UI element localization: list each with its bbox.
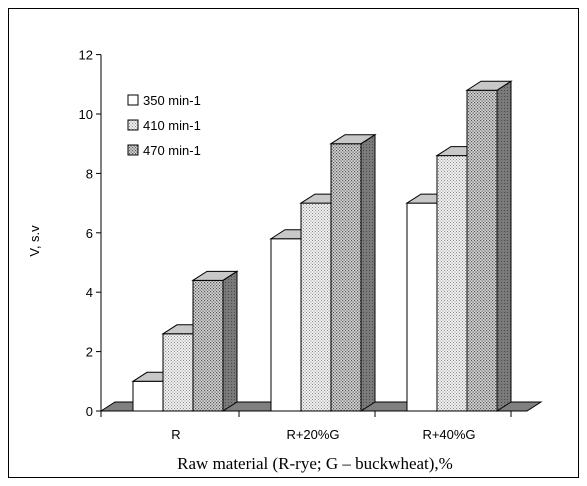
x-tick-label: R+20%G bbox=[286, 427, 339, 442]
legend-item: 470 min-1 bbox=[127, 143, 201, 158]
bar-top bbox=[465, 80, 513, 91]
x-axis-title: Raw material (R-rye; G – buckwheat),% bbox=[177, 454, 453, 473]
y-axis: 0 2 4 6 8 10 12 bbox=[79, 48, 102, 419]
bar bbox=[191, 270, 239, 412]
bar-front bbox=[192, 279, 224, 412]
bar-front bbox=[406, 202, 438, 412]
bar-front bbox=[132, 380, 164, 412]
y-tick-label: 12 bbox=[79, 48, 93, 63]
bar-front bbox=[466, 89, 498, 412]
y-tick-label: 2 bbox=[86, 345, 93, 360]
y-tick-label: 8 bbox=[86, 166, 93, 181]
bar-top bbox=[329, 134, 377, 145]
legend: 350 min-1 410 min-1 470 min-1 bbox=[127, 93, 201, 158]
legend-swatch bbox=[127, 94, 139, 106]
bar-front bbox=[436, 155, 468, 412]
bar bbox=[329, 133, 377, 412]
y-tick-label: 0 bbox=[86, 404, 93, 419]
bars bbox=[131, 80, 513, 412]
bar-side bbox=[496, 80, 512, 412]
bar-top bbox=[191, 270, 239, 281]
bar-side bbox=[222, 270, 238, 412]
bar bbox=[465, 80, 513, 412]
y-tick-label: 4 bbox=[86, 285, 93, 300]
bar-front bbox=[162, 333, 194, 412]
legend-item: 410 min-1 bbox=[127, 118, 201, 133]
bar-front bbox=[270, 238, 302, 412]
y-axis-title: V, s.v bbox=[27, 225, 42, 257]
x-tick-label: R+40%G bbox=[422, 427, 475, 442]
chart-frame: 0 2 4 6 8 10 12 R R+20%G R+40%G 350 min-1 410 min… bbox=[8, 8, 579, 478]
bar-front bbox=[300, 202, 332, 412]
bar-front bbox=[330, 143, 362, 412]
legend-label: 470 min-1 bbox=[143, 143, 201, 158]
legend-item: 350 min-1 bbox=[127, 93, 201, 108]
y-tick-label: 6 bbox=[86, 226, 93, 241]
x-axis: R R+20%G R+40%G bbox=[100, 410, 527, 442]
chart: 0 2 4 6 8 10 12 R R+20%G R+40%G 350 min-1 410 min… bbox=[27, 48, 543, 473]
legend-label: 350 min-1 bbox=[143, 93, 201, 108]
legend-swatch bbox=[127, 144, 139, 156]
legend-label: 410 min-1 bbox=[143, 118, 201, 133]
legend-swatch bbox=[127, 119, 139, 131]
x-tick-label: R bbox=[171, 427, 180, 442]
bar-side bbox=[360, 133, 376, 412]
y-tick-label: 10 bbox=[79, 107, 93, 122]
